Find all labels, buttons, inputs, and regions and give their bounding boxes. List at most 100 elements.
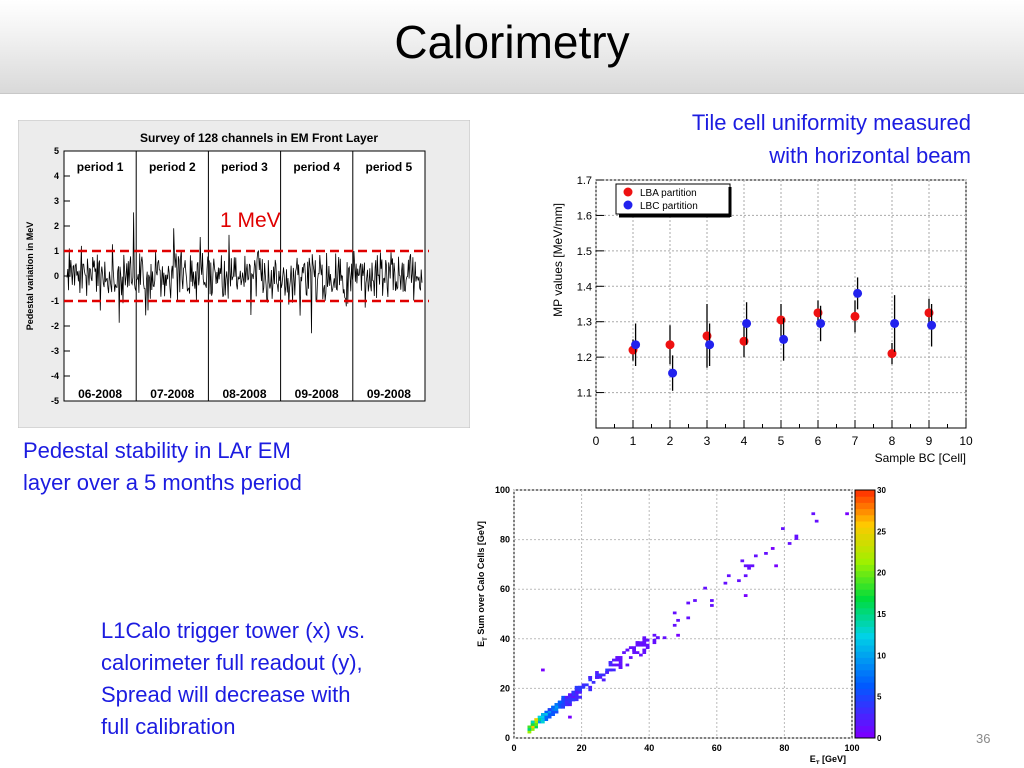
x-tick-label: 1 (630, 434, 637, 448)
heatmap-cell (578, 690, 582, 694)
colorbar-segment (855, 521, 875, 528)
y-tick-label: 1.5 (577, 246, 592, 258)
heatmap-cell (605, 668, 609, 672)
pedestal-chart: Survey of 128 channels in EM Front Layer… (18, 120, 470, 428)
colorbar-segment (855, 552, 875, 559)
heatmap-cell (632, 651, 636, 654)
heatmap-cell (615, 658, 620, 662)
period-label: period 4 (293, 160, 340, 174)
y-tick-label: 4 (54, 171, 59, 181)
x-tick-label: 5 (778, 434, 785, 448)
x-tick-label: 4 (741, 434, 748, 448)
heatmap-cell (561, 698, 565, 702)
heatmap-cell (541, 715, 545, 719)
heatmap-cell (774, 564, 778, 568)
heatmap-cell (544, 715, 549, 719)
heatmap-cell (537, 720, 542, 724)
heatmap-cell (686, 616, 691, 620)
y-tick-label: 80 (500, 535, 510, 545)
heatmap-cell (530, 728, 535, 731)
heatmap-cell (612, 668, 616, 672)
heatmap-cell (642, 648, 647, 652)
data-point (927, 320, 937, 330)
data-point (668, 368, 678, 378)
heatmap-cell (561, 695, 565, 699)
l1calo-caption-line: calorimeter full readout (y), (101, 650, 363, 675)
colorbar-segment (855, 583, 875, 590)
heatmap-cell (557, 703, 562, 707)
heatmap-cell (625, 648, 630, 652)
heatmap-cell (547, 715, 552, 719)
colorbar-segment (855, 638, 875, 646)
colorbar-tick-label: 0 (877, 734, 882, 743)
x-tick-label: 9 (926, 434, 933, 448)
heatmap-cell (564, 703, 569, 707)
colorbar-segment (855, 502, 875, 510)
y-tick-label: 100 (495, 485, 510, 495)
colorbar-segment (855, 676, 875, 683)
heatmap-cell (787, 542, 792, 545)
period-label: period 2 (149, 160, 196, 174)
heatmap-cell (811, 512, 816, 516)
tile-caption: Tile cell uniformity measured with horiz… (692, 106, 971, 172)
pedestal-caption: Pedestal stability in LAr EM layer over … (23, 435, 302, 499)
heatmap-cell (591, 680, 596, 684)
slide-title: Calorimetry (394, 16, 630, 68)
heatmap-cell (568, 693, 572, 697)
heatmap-cell (568, 703, 572, 707)
l1calo-caption-line: Spread will decrease with (101, 682, 351, 707)
mp-values-chart: 0 1 2 3 4 5 6 7 8 9 10 1.1 1.2 1.3 1.4 1.5 1.6 1.7 Sample … (551, 175, 973, 465)
y-tick-label: -2 (51, 321, 59, 331)
band-annotation: 1 MeV (220, 209, 281, 232)
heatmap-cell (574, 698, 579, 702)
heatmap-cell (814, 519, 819, 523)
heatmap-cell (598, 673, 603, 677)
heatmap-cell (541, 668, 545, 672)
heatmap-cell (530, 723, 535, 726)
colorbar-tick-label: 15 (877, 610, 886, 619)
heatmap-cell (710, 599, 714, 602)
heatmap-cell (632, 646, 636, 650)
heatmap-cell (618, 656, 623, 659)
heatmap-cell (571, 695, 576, 699)
legend-box (615, 183, 731, 215)
x-tick-label: 8 (889, 434, 896, 448)
heatmap-cell (639, 653, 643, 657)
colorbar-segment (855, 663, 875, 671)
colorbar-segment (855, 533, 875, 541)
heatmap-cell (618, 666, 623, 669)
colorbar-segment (855, 669, 875, 677)
data-point (705, 340, 715, 350)
y-tick-label: 3 (54, 196, 59, 206)
heatmap-cell (588, 688, 593, 692)
y-tick-label: 1.2 (577, 352, 592, 364)
heatmap-cell (740, 559, 745, 563)
heatmap-cell (770, 547, 775, 550)
heatmap-cell (618, 658, 623, 662)
heatmap-cell (598, 676, 603, 679)
l1calo-caption-line: full calibration (101, 714, 236, 739)
heatmap-cell (584, 683, 589, 687)
heatmap-cell (534, 718, 538, 721)
heatmap-cell (642, 651, 647, 654)
legend-marker (623, 187, 633, 197)
heatmap-cell (547, 708, 552, 712)
heatmap-cell (568, 695, 572, 699)
heatmap-cell (672, 623, 677, 627)
heatmap-cell (551, 713, 555, 716)
period-label: period 1 (77, 160, 124, 174)
data-point (742, 318, 752, 328)
colorbar-segment (855, 601, 875, 609)
heatmap-cell (534, 725, 538, 729)
heatmap-cell (547, 710, 552, 714)
heatmap-cell (578, 695, 582, 699)
x-tick-label: 2 (667, 434, 674, 448)
x-tick-label: 60 (712, 743, 722, 753)
heatmap-cell (639, 641, 643, 645)
heatmap-cell (652, 633, 657, 637)
y-tick-label: 5 (54, 146, 59, 156)
heatmap-cell (551, 705, 555, 709)
date-label: 07-2008 (150, 387, 194, 401)
data-point (890, 318, 900, 328)
